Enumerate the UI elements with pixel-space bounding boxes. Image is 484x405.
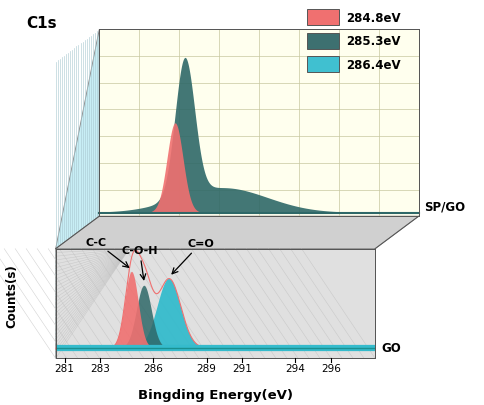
Text: 291: 291 — [232, 363, 252, 373]
Text: C-C: C-C — [85, 237, 129, 268]
Text: 294: 294 — [285, 363, 305, 373]
Text: Bingding Energy(eV): Bingding Energy(eV) — [138, 388, 293, 401]
Bar — [307, 57, 339, 73]
Polygon shape — [99, 124, 419, 213]
Polygon shape — [56, 30, 99, 358]
Text: C-O-H: C-O-H — [121, 246, 158, 280]
Text: C=O: C=O — [172, 239, 214, 274]
Polygon shape — [56, 272, 375, 348]
Polygon shape — [56, 279, 375, 348]
Text: 281: 281 — [55, 363, 75, 373]
Text: 285.3eV: 285.3eV — [346, 35, 401, 48]
Polygon shape — [99, 59, 419, 213]
Polygon shape — [56, 286, 375, 348]
Text: 286.4eV: 286.4eV — [346, 59, 401, 72]
Polygon shape — [99, 30, 419, 217]
Text: 296: 296 — [321, 363, 341, 373]
Text: SP/GO: SP/GO — [424, 200, 466, 213]
Bar — [307, 34, 339, 50]
Text: 283: 283 — [90, 363, 110, 373]
Text: 284.8eV: 284.8eV — [346, 12, 401, 25]
Text: Counts(s): Counts(s) — [6, 264, 18, 328]
Text: 289: 289 — [197, 363, 216, 373]
Text: GO: GO — [381, 341, 401, 354]
Polygon shape — [56, 249, 375, 358]
Text: 286: 286 — [143, 363, 163, 373]
Text: C1s: C1s — [27, 16, 57, 31]
Polygon shape — [56, 217, 419, 249]
Bar — [307, 10, 339, 26]
